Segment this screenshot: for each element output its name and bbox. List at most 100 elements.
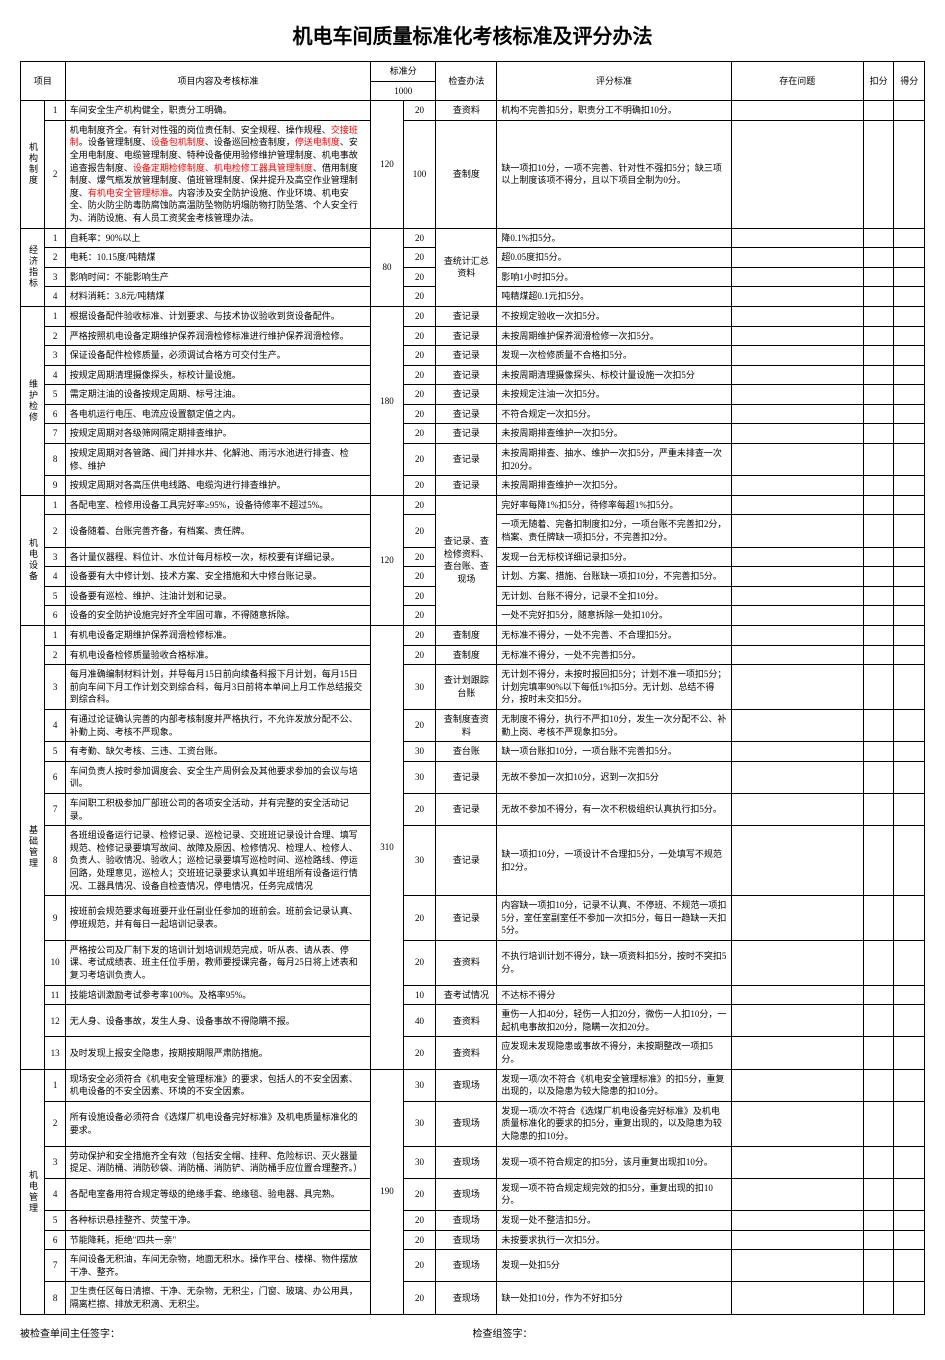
content-cell: 各种标识悬挂整齐、荧莹干净。	[65, 1210, 370, 1230]
deduct-cell	[863, 1178, 894, 1210]
content-cell: 材料消耗：3.8元/吨精煤	[65, 287, 370, 307]
score-cell: 20	[403, 586, 436, 606]
deduct-cell	[863, 287, 894, 307]
index-cell: 1	[45, 101, 65, 121]
index-cell: 2	[45, 645, 65, 665]
deduct-cell	[863, 424, 894, 444]
score-cell: 20	[403, 1037, 436, 1069]
table-row: 4各配电室备用符合规定等级的绝缘手套、绝缘毯、验电器、具完熟。20查现场发现一项…	[21, 1178, 925, 1210]
problem-cell	[731, 940, 863, 985]
deduct-cell	[863, 1005, 894, 1037]
table-row: 8各班组设备运行记录、检修记录、巡检记录、交班班记录设计合理、填写规范、检修记录…	[21, 826, 925, 896]
problem-cell	[731, 826, 863, 896]
content-cell: 车间安全生产机构健全，职责分工明确。	[65, 101, 370, 121]
content-cell: 按规定周期清理摄像探头，标校计量设施。	[65, 365, 370, 385]
criteria-cell: 重伤一人扣40分，轻伤一人扣20分，微伤一人扣10分，一起机电事故扣20分，隐瞒…	[497, 1005, 731, 1037]
deduct-cell	[863, 896, 894, 941]
deduct-cell	[863, 476, 894, 496]
criteria-cell: 不按规定验收一次扣5分。	[497, 306, 731, 326]
get-cell	[894, 896, 925, 941]
get-cell	[894, 665, 925, 710]
criteria-cell: 未按周期清理摄像探头、标校计量设施一次扣5分	[497, 365, 731, 385]
group-score-cell: 310	[371, 626, 404, 1070]
index-cell: 1	[45, 626, 65, 646]
content-cell: 机电制度齐全。有针对性强的岗位责任制、安全规程、操作规程、交接班制。设备管理制度…	[65, 120, 370, 228]
deduct-cell	[863, 645, 894, 665]
table-row: 9按班前会规范要求每班要开业任副业任参加的班前会。班前会记录认真、停班规范，并有…	[21, 896, 925, 941]
method-cell: 查资料	[436, 940, 497, 985]
score-cell: 20	[403, 287, 436, 307]
problem-cell	[731, 793, 863, 825]
method-cell: 查台账	[436, 742, 497, 762]
group-score-cell: 180	[371, 306, 404, 495]
get-cell	[894, 404, 925, 424]
get-cell	[894, 1250, 925, 1282]
content-cell: 节能降耗，拒绝"四共一亲"	[65, 1230, 370, 1250]
content-cell: 各计量仪器程、料位计、水位计每月标校一次，标校要有详细记录。	[65, 547, 370, 567]
get-cell	[894, 1210, 925, 1230]
method-cell: 查现场	[436, 1146, 497, 1178]
content-cell: 有通过论证确认完善的内部考核制度并严格执行，不允许发放分配不公、补勤上岗、考核不…	[65, 709, 370, 741]
get-cell	[894, 547, 925, 567]
criteria-cell: 无标准不得分，一处不完善扣5分。	[497, 645, 731, 665]
assessment-table: 项目 项目内容及考核标准 标准分 检查办法 评分标准 存在问题 扣分 得分 10…	[20, 61, 925, 1315]
problem-cell	[731, 1146, 863, 1178]
header-score-criteria: 评分标准	[497, 62, 731, 101]
index-cell: 2	[45, 1101, 65, 1146]
score-cell: 20	[403, 645, 436, 665]
table-row: 3每月准确编制材料计划，并导每月15日前向续备科报下月计划，每月15日前向车间下…	[21, 665, 925, 710]
deduct-cell	[863, 346, 894, 366]
problem-cell	[731, 495, 863, 515]
deduct-cell	[863, 940, 894, 985]
score-cell: 20	[403, 228, 436, 248]
method-cell: 查现场	[436, 1230, 497, 1250]
index-cell: 7	[45, 424, 65, 444]
table-row: 基础管理1有机电设备定期维护保养润滑检修标准。31020查制度无标准不得分，一处…	[21, 626, 925, 646]
criteria-cell: 未按要求执行一次扣5分。	[497, 1230, 731, 1250]
index-cell: 1	[45, 495, 65, 515]
deduct-cell	[863, 248, 894, 268]
content-cell: 电耗：10.15度/吨精煤	[65, 248, 370, 268]
table-row: 2严格按照机电设备定期维护保养润滑检修标准进行维护保养润滑检修。20查记录未按周…	[21, 326, 925, 346]
get-cell	[894, 1005, 925, 1037]
index-cell: 4	[45, 287, 65, 307]
get-cell	[894, 985, 925, 1005]
index-cell: 4	[45, 365, 65, 385]
score-cell: 20	[403, 1210, 436, 1230]
index-cell: 9	[45, 476, 65, 496]
criteria-cell: 影响1小时扣5分。	[497, 267, 731, 287]
content-cell: 设备要有巡检、维护、注油计划和记录。	[65, 586, 370, 606]
problem-cell	[731, 346, 863, 366]
table-row: 8卫生责任区每日清擦、干净、无杂物，无积尘，门窗、玻璃、办公用具，隔离栏擦、排放…	[21, 1282, 925, 1314]
score-cell: 40	[403, 1005, 436, 1037]
get-cell	[894, 424, 925, 444]
method-cell: 查现场	[436, 1178, 497, 1210]
deduct-cell	[863, 404, 894, 424]
index-cell: 7	[45, 1250, 65, 1282]
category-cell: 基础管理	[21, 626, 45, 1070]
criteria-cell: 发现一项/次不符合《机电安全管理标准》的扣5分，重复出现的，以及隐患为较大隐患的…	[497, 1069, 731, 1101]
index-cell: 9	[45, 896, 65, 941]
criteria-cell: 未按周期维护保养润滑检修一次扣5分。	[497, 326, 731, 346]
criteria-cell: 完好率每降1%扣5分，待修率每超1%扣5分。	[497, 495, 731, 515]
header-project: 项目	[21, 62, 66, 101]
criteria-cell: 一项无随着、完备扣制度扣2分，一项台账不完善扣2分，档案、责任牌缺一项扣5分，不…	[497, 515, 731, 547]
deduct-cell	[863, 101, 894, 121]
problem-cell	[731, 1282, 863, 1314]
index-cell: 4	[45, 1178, 65, 1210]
score-cell: 20	[403, 267, 436, 287]
criteria-cell: 无故不参加一次扣10分，迟到一次扣5分	[497, 761, 731, 793]
group-score-cell: 120	[371, 495, 404, 625]
table-row: 13及时发现上报安全隐患，按期按期限严肃防措施。20查资料应发现未发现隐患或事故…	[21, 1037, 925, 1069]
get-cell	[894, 1101, 925, 1146]
content-cell: 自耗率：90%以上	[65, 228, 370, 248]
criteria-cell: 不符合规定一次扣5分。	[497, 404, 731, 424]
problem-cell	[731, 761, 863, 793]
get-cell	[894, 1282, 925, 1314]
score-cell: 20	[403, 1282, 436, 1314]
index-cell: 5	[45, 385, 65, 405]
criteria-cell: 未按规定注油一次扣5分。	[497, 385, 731, 405]
problem-cell	[731, 365, 863, 385]
problem-cell	[731, 1250, 863, 1282]
get-cell	[894, 287, 925, 307]
